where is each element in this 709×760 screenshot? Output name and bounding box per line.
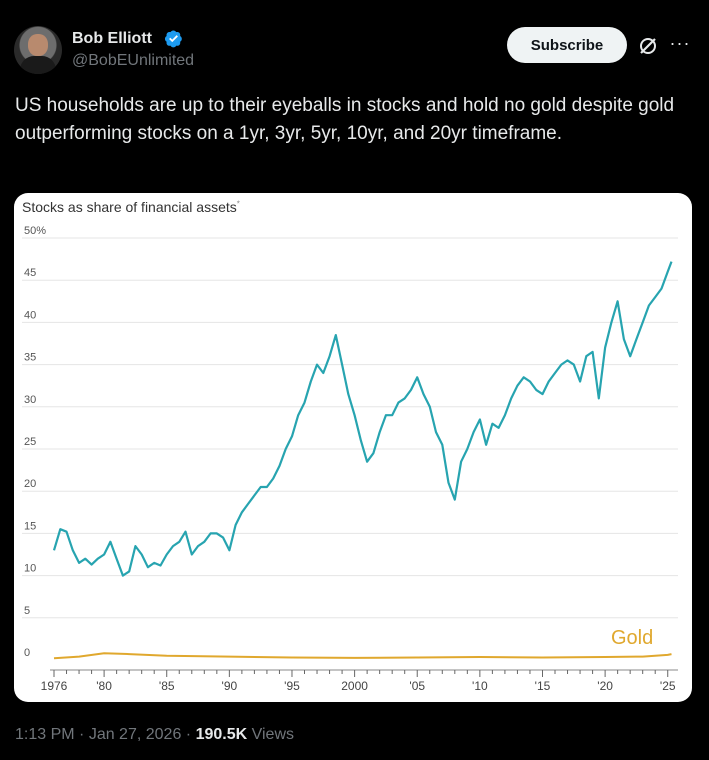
chart-title-text: Stocks as share of financial assets: [22, 199, 237, 215]
y-tick-label: 30: [24, 394, 36, 406]
avatar-shirt: [20, 56, 56, 74]
x-tick-label: '20: [597, 679, 613, 693]
views-count: 190.5K: [195, 726, 248, 743]
x-tick-label: '05: [409, 679, 425, 693]
gold-share-line: [53, 652, 672, 660]
verified-badge-icon: [164, 30, 182, 48]
y-tick-label: 50%: [24, 225, 46, 237]
x-tick-label: '10: [472, 679, 488, 693]
grok-icon[interactable]: [636, 34, 660, 58]
author-avatar[interactable]: [14, 26, 62, 74]
y-tick-label: 35: [24, 352, 36, 364]
tweet-time[interactable]: 1:13 PM: [15, 726, 75, 743]
y-tick-label: 0: [24, 647, 30, 659]
chart-title: Stocks as share of financial assets*: [22, 199, 240, 215]
y-tick-label: 15: [24, 520, 36, 532]
author-handle[interactable]: @BobEUnlimited: [72, 52, 195, 69]
y-tick-label: 45: [24, 267, 36, 279]
views-label: Views: [247, 726, 294, 743]
tweet-meta: 1:13 PM · Jan 27, 2026 · 190.5K Views: [15, 726, 294, 744]
meta-separator: ·: [74, 726, 89, 743]
tweet-header: Bob Elliott @BobEUnlimited Subscribe ···: [0, 0, 709, 90]
gold-series-label: Gold: [611, 627, 653, 649]
x-tick-label: '95: [284, 679, 300, 693]
more-options-icon[interactable]: ···: [669, 33, 691, 53]
avatar-face: [28, 34, 48, 56]
tweet-text: US households are up to their eyeballs i…: [15, 95, 675, 144]
y-tick-label: 5: [24, 605, 30, 617]
x-tick-label: 1976: [41, 679, 68, 693]
chart-title-footnote-mark: *: [236, 199, 240, 209]
tweet-date[interactable]: Jan 27, 2026: [88, 726, 182, 743]
meta-separator: ·: [181, 726, 196, 743]
y-tick-label: 40: [24, 309, 36, 321]
stocks-share-chart: 50% 45 40 35 30 25 20 15 10 5 0 1976 '80 '85 '90 '95 200…: [22, 225, 678, 693]
y-tick-label: 25: [24, 436, 36, 448]
x-tick-label: '85: [159, 679, 175, 693]
y-tick-label: 20: [24, 478, 36, 490]
subscribe-button[interactable]: Subscribe: [507, 27, 627, 63]
x-tick-label: '80: [96, 679, 112, 693]
stocks-share-line: [52, 261, 673, 577]
x-tick-label: 2000: [341, 679, 368, 693]
y-tick-label: 10: [24, 563, 36, 575]
x-tick-label: '15: [535, 679, 551, 693]
chart-image-card[interactable]: 50% 45 40 35 30 25 20 15 10 5 0 1976 '80 '85 '90 '95 200…: [14, 193, 692, 702]
x-tick-label: '25: [660, 679, 676, 693]
author-name[interactable]: Bob Elliott: [72, 30, 152, 47]
x-tick-label: '90: [222, 679, 238, 693]
